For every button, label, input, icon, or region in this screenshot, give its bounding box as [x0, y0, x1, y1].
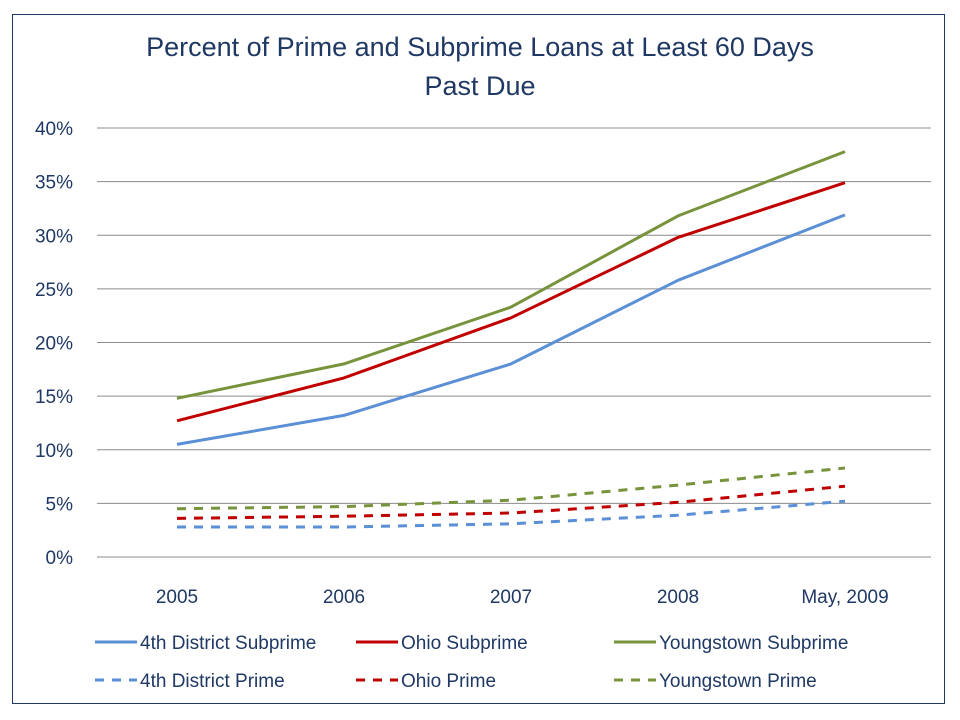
series-line-ohio-subprime	[176, 181, 846, 423]
series-line-4th-district-subprime	[176, 213, 846, 446]
y-tick-label: 25%	[35, 280, 73, 301]
x-tick-label: 2006	[323, 587, 365, 608]
x-tick-label: 2008	[657, 587, 699, 608]
y-tick-label: 20%	[35, 334, 73, 355]
series-line-youngstown-subprime	[176, 150, 846, 400]
series-line-4th-district-prime	[177, 499, 846, 529]
x-tick-label: 2005	[156, 587, 198, 608]
legend-label: 4th District Subprime	[140, 633, 316, 654]
legend-label: Ohio Prime	[401, 671, 496, 692]
y-tick-label: 0%	[46, 548, 74, 569]
y-axis-ticks: 0% 5% 10% 15% 20% 25% 30% 35% 40%	[35, 119, 73, 569]
y-tick-label: 40%	[35, 119, 73, 140]
legend-label: 4th District Prime	[140, 671, 285, 692]
y-tick-label: 35%	[35, 173, 73, 194]
y-tick-label: 15%	[35, 387, 73, 408]
legend-label: Ohio Subprime	[401, 633, 528, 654]
chart-title-line-2: Past Due	[424, 71, 535, 101]
series-lines	[176, 150, 846, 529]
y-tick-label: 10%	[35, 441, 73, 462]
chart-title-line-1: Percent of Prime and Subprime Loans at L…	[146, 32, 814, 62]
y-tick-label: 5%	[46, 494, 74, 515]
series-line-ohio-prime	[176, 484, 846, 520]
legend-label: Youngstown Prime	[659, 671, 817, 692]
y-tick-label: 30%	[35, 226, 73, 247]
legend: 4th District Subprime Ohio Subprime Youngs…	[95, 633, 848, 692]
series-line-youngstown-prime	[176, 466, 846, 511]
legend-label: Youngstown Subprime	[659, 633, 848, 654]
x-tick-label: 2007	[490, 587, 532, 608]
x-tick-label: May, 2009	[801, 587, 888, 608]
gridlines	[97, 127, 931, 558]
chart-frame	[12, 14, 945, 704]
x-axis-ticks: 2005 2006 2007 2008 May, 2009	[156, 587, 889, 608]
